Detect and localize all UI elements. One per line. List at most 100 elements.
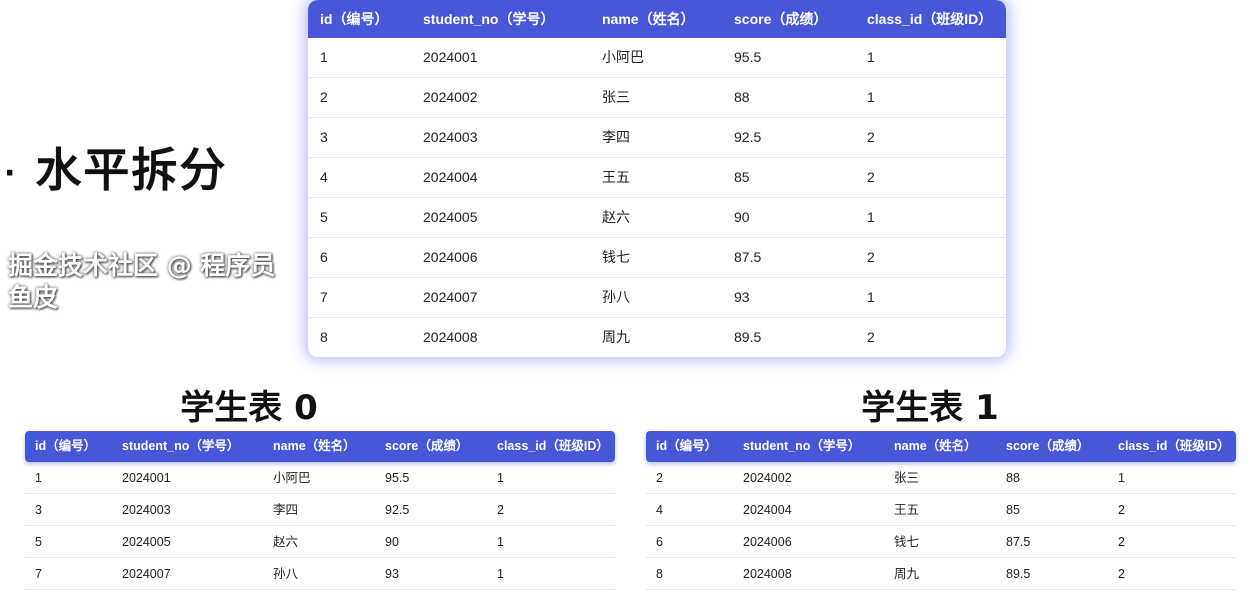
column-header: score（成绩）: [385, 439, 469, 453]
column-header: id（编号）: [320, 11, 389, 27]
table-header: id（编号） student_no（学号） name（姓名） score（成绩） cla…: [646, 431, 1236, 462]
table-cell: 2024001: [423, 49, 478, 65]
table-cell: 2024005: [122, 535, 171, 549]
table-cell: 3: [35, 503, 42, 517]
table-cell: 1: [320, 49, 328, 65]
heading-text: 水平拆分: [35, 143, 228, 197]
column-header: name（姓名）: [602, 11, 695, 27]
column-header: id（编号）: [656, 439, 718, 453]
table-cell: 5: [320, 209, 328, 225]
table-cell: 89.5: [1006, 567, 1031, 581]
table-cell: 2024002: [743, 471, 792, 485]
watermark: 掘金技术社区 @ 程序员鱼皮: [8, 251, 276, 312]
table-cell: 92.5: [385, 503, 410, 517]
table-cell: 93: [385, 567, 399, 581]
student-table-full: id（编号） student_no（学号） name（姓名） score（成绩） cla…: [308, 0, 1006, 357]
table-cell: 2: [867, 169, 875, 185]
table-cell: 1: [867, 289, 875, 305]
table-cell: 3: [320, 129, 328, 145]
table-cell: 2024003: [122, 503, 171, 517]
table-cell: 2024004: [743, 503, 792, 517]
column-header: student_no（学号）: [423, 11, 555, 27]
table-header: id（编号） student_no（学号） name（姓名） score（成绩） cla…: [25, 431, 615, 462]
table-cell: 小阿巴: [273, 471, 311, 485]
table-cell: 周九: [602, 329, 630, 345]
table-cell: 85: [734, 169, 750, 185]
table-cell: 1: [497, 567, 504, 581]
table-cell: 赵六: [602, 209, 630, 225]
table-cell: 6: [320, 249, 328, 265]
column-header: class_id（班级ID）: [497, 439, 609, 453]
table-row: 8 2024008 周九 89.5 2: [308, 318, 1006, 357]
table-cell: 87.5: [1006, 535, 1031, 549]
column-header: score（成绩）: [1006, 439, 1090, 453]
student-table-0: id（编号） student_no（学号） name（姓名） score（成绩） cla…: [25, 431, 615, 590]
table-header: id（编号） student_no（学号） name（姓名） score（成绩） cla…: [308, 0, 1006, 38]
table-cell: 4: [320, 169, 328, 185]
table-cell: 周九: [894, 567, 920, 581]
table-cell: 2: [867, 129, 875, 145]
table-cell: 2: [1118, 535, 1125, 549]
table-cell: 90: [385, 535, 399, 549]
table-cell: 2024005: [423, 209, 478, 225]
table-cell: 2024008: [423, 329, 478, 345]
table-cell: 张三: [602, 89, 630, 105]
table-row: 5 2024005 赵六 90 1: [25, 526, 615, 558]
table-row: 1 2024001 小阿巴 95.5 1: [308, 38, 1006, 78]
table-cell: 小阿巴: [602, 49, 644, 65]
table-row: 2 2024002 张三 88 1: [308, 78, 1006, 118]
table-cell: 2024007: [423, 289, 478, 305]
table-cell: 2024004: [423, 169, 478, 185]
table-row: 8 2024008 周九 89.5 2: [646, 558, 1236, 590]
table-cell: 87.5: [734, 249, 762, 265]
table-cell: 王五: [602, 169, 630, 185]
table-cell: 85: [1006, 503, 1020, 517]
table-row: 6 2024006 钱七 87.5 2: [646, 526, 1236, 558]
table-row: 1 2024001 小阿巴 95.5 1: [25, 462, 615, 494]
table-cell: 1: [1118, 471, 1125, 485]
table-cell: 8: [320, 329, 328, 345]
column-header: id（编号）: [35, 439, 97, 453]
table-row: 7 2024007 孙八 93 1: [308, 278, 1006, 318]
column-header: student_no（学号）: [122, 439, 240, 453]
table-row: 3 2024003 李四 92.5 2: [25, 494, 615, 526]
table-cell: 2024008: [743, 567, 792, 581]
table-cell: 2024006: [743, 535, 792, 549]
table-cell: 89.5: [734, 329, 762, 345]
table-cell: 88: [1006, 471, 1020, 485]
table-cell: 钱七: [602, 249, 630, 265]
table-cell: 8: [656, 567, 663, 581]
table-cell: 1: [497, 535, 504, 549]
table-cell: 赵六: [273, 535, 299, 549]
table-cell: 2: [1118, 503, 1125, 517]
table-cell: 2024007: [122, 567, 171, 581]
table-cell: 张三: [894, 471, 920, 485]
table-cell: 孙八: [602, 289, 630, 305]
table1-title: 学生表 1: [861, 388, 999, 428]
table-row: 6 2024006 钱七 87.5 2: [308, 238, 1006, 278]
table-row: 2 2024002 张三 88 1: [646, 462, 1236, 494]
table-cell: 1: [867, 49, 875, 65]
table-cell: 2024001: [122, 471, 171, 485]
table-row: 4 2024004 王五 85 2: [308, 158, 1006, 198]
column-header: score（成绩）: [734, 11, 828, 27]
table-cell: 李四: [602, 129, 630, 145]
table-cell: 7: [320, 289, 328, 305]
column-header: student_no（学号）: [743, 439, 861, 453]
column-header: name（姓名）: [894, 439, 977, 453]
table-cell: 王五: [894, 503, 920, 517]
table-cell: 4: [656, 503, 663, 517]
table-cell: 5: [35, 535, 42, 549]
table-cell: 6: [656, 535, 663, 549]
table-row: 4 2024004 王五 85 2: [646, 494, 1236, 526]
table-cell: 88: [734, 89, 750, 105]
table-cell: 李四: [273, 503, 299, 517]
bullet: ·: [4, 156, 18, 191]
table-cell: 孙八: [273, 567, 299, 581]
section-heading: · 水平拆分: [4, 134, 227, 200]
table-cell: 2: [1118, 567, 1125, 581]
table-cell: 1: [35, 471, 42, 485]
table-row: 3 2024003 李四 92.5 2: [308, 118, 1006, 158]
table-cell: 93: [734, 289, 750, 305]
table-cell: 2: [867, 249, 875, 265]
